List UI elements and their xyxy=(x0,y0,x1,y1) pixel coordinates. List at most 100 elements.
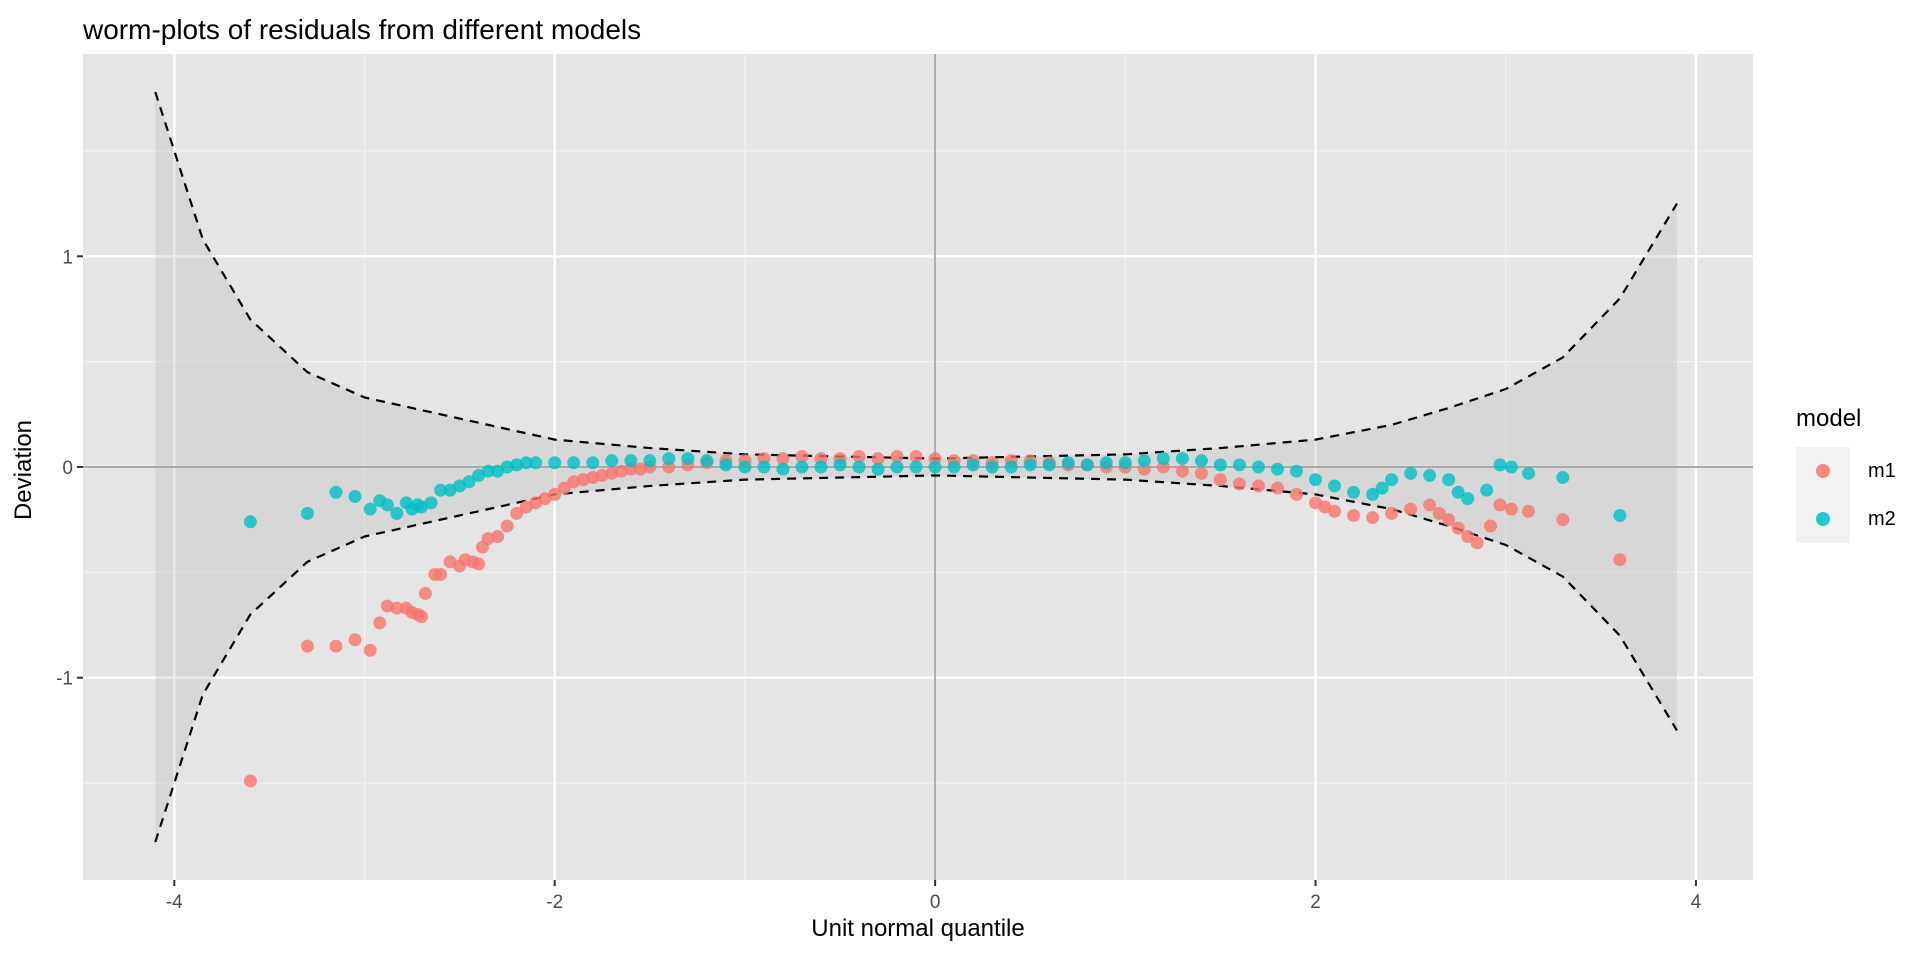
point-m2 xyxy=(1366,487,1380,501)
point-m2 xyxy=(462,475,476,489)
point-m2 xyxy=(985,460,999,474)
x-tick-label: 0 xyxy=(930,892,941,913)
point-m2 xyxy=(243,515,257,529)
point-m1 xyxy=(390,601,404,615)
point-m2 xyxy=(1118,456,1132,470)
point-m1 xyxy=(329,639,343,653)
point-m2 xyxy=(1042,458,1056,472)
y-tick-label: 1 xyxy=(62,247,73,268)
legend-item-m1: m1 xyxy=(1796,447,1896,495)
point-m2 xyxy=(909,460,923,474)
point-m1 xyxy=(1461,530,1475,544)
legend-swatch-m2 xyxy=(1816,512,1830,526)
point-m1 xyxy=(472,557,486,571)
point-m1 xyxy=(373,616,387,630)
point-m2 xyxy=(300,506,314,520)
point-m2 xyxy=(814,460,828,474)
point-m2 xyxy=(871,462,885,476)
point-m1 xyxy=(1328,504,1342,518)
point-m2 xyxy=(329,485,343,499)
x-axis-label: Unit normal quantile xyxy=(811,915,1025,942)
legend-label-m2: m2 xyxy=(1868,507,1896,530)
point-m2 xyxy=(643,454,657,468)
legend-item-m2: m2 xyxy=(1796,495,1896,543)
y-tick-label: 0 xyxy=(62,458,73,479)
point-m2 xyxy=(1461,492,1475,506)
legend-swatch-m1 xyxy=(1816,464,1830,478)
point-m1 xyxy=(434,567,448,581)
point-m1 xyxy=(1432,506,1446,520)
point-m2 xyxy=(1194,454,1208,468)
point-m1 xyxy=(909,449,923,463)
point-m1 xyxy=(1613,553,1627,567)
point-m2 xyxy=(890,460,904,474)
point-m2 xyxy=(481,464,495,478)
point-m2 xyxy=(567,456,581,470)
point-m1 xyxy=(243,774,257,788)
point-m2 xyxy=(1385,473,1399,487)
point-m2 xyxy=(529,456,543,470)
point-m1 xyxy=(1423,498,1437,512)
point-m2 xyxy=(1504,460,1518,474)
point-m1 xyxy=(1290,487,1304,501)
point-m2 xyxy=(1080,458,1094,472)
point-m2 xyxy=(1023,458,1037,472)
point-m2 xyxy=(947,460,961,474)
point-m2 xyxy=(1175,452,1189,466)
point-m2 xyxy=(1156,452,1170,466)
point-m2 xyxy=(1290,464,1304,478)
point-m2 xyxy=(434,483,448,497)
point-m2 xyxy=(1328,479,1342,493)
point-m1 xyxy=(776,452,790,466)
point-m1 xyxy=(418,586,432,600)
point-m1 xyxy=(1556,513,1570,527)
point-m2 xyxy=(681,452,695,466)
point-m2 xyxy=(757,460,771,474)
point-m1 xyxy=(510,506,524,520)
point-m1 xyxy=(1522,504,1536,518)
point-m1 xyxy=(1385,506,1399,520)
chart-title: worm-plots of residuals from different m… xyxy=(83,14,642,45)
point-m1 xyxy=(363,643,377,657)
point-m1 xyxy=(1251,479,1265,493)
point-m2 xyxy=(1613,508,1627,522)
point-m2 xyxy=(1270,462,1284,476)
point-m1 xyxy=(1213,473,1227,487)
point-m2 xyxy=(1061,456,1075,470)
point-m2 xyxy=(719,458,733,472)
point-m2 xyxy=(348,490,362,503)
point-m1 xyxy=(300,639,314,653)
point-m1 xyxy=(491,530,505,544)
point-m2 xyxy=(1442,473,1456,487)
legend: model m1 m2 xyxy=(1796,405,1896,543)
point-m1 xyxy=(871,452,885,466)
point-m2 xyxy=(548,456,562,470)
point-m1 xyxy=(1175,464,1189,478)
point-m2 xyxy=(1347,485,1361,499)
lower-bound-dashed-line xyxy=(154,474,1678,843)
point-m2 xyxy=(1493,458,1507,472)
point-m1 xyxy=(1484,519,1498,533)
point-m2 xyxy=(380,498,394,512)
point-m1 xyxy=(500,519,514,533)
point-m2 xyxy=(662,452,676,466)
point-m2 xyxy=(519,456,533,470)
x-tick-label: 2 xyxy=(1310,892,1321,913)
point-m2 xyxy=(424,496,438,510)
point-m1 xyxy=(1470,536,1484,550)
point-m2 xyxy=(1251,460,1265,474)
x-tick-label: 4 xyxy=(1691,892,1702,913)
point-m2 xyxy=(852,460,866,474)
point-m1 xyxy=(548,487,562,501)
point-m2 xyxy=(1556,471,1570,485)
point-m2 xyxy=(605,454,619,468)
point-m1 xyxy=(1347,508,1361,522)
point-m2 xyxy=(795,460,809,474)
x-tick-label: -4 xyxy=(166,892,183,913)
point-m1 xyxy=(1366,511,1380,525)
point-m1 xyxy=(557,481,571,495)
point-m2 xyxy=(700,454,714,468)
point-m1 xyxy=(348,633,362,647)
point-m2 xyxy=(1451,485,1465,499)
